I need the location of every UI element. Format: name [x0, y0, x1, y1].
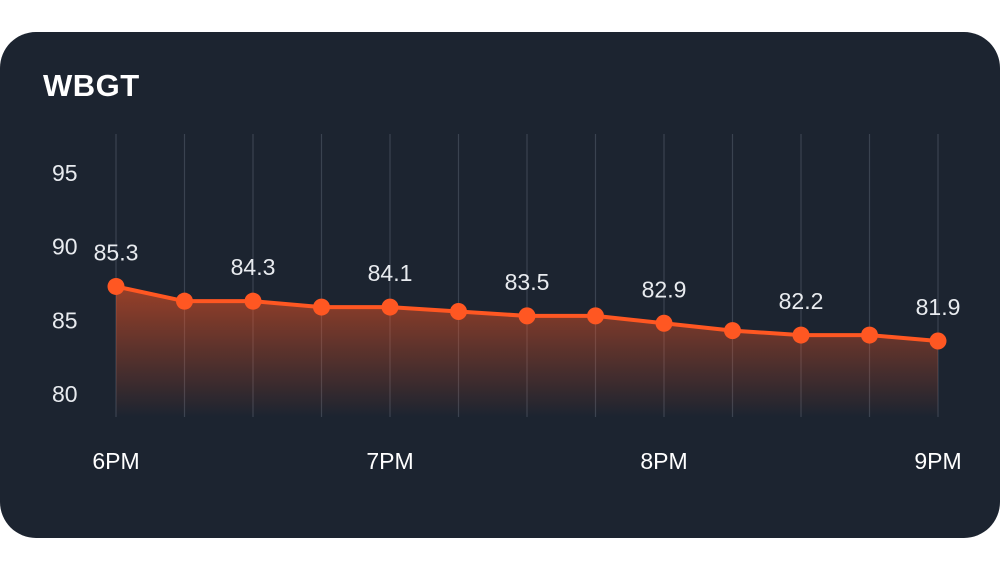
data-point[interactable]: [450, 302, 467, 320]
data-point[interactable]: [792, 326, 810, 344]
data-label: 84.3: [231, 254, 276, 280]
x-tick-label: 7PM: [366, 448, 413, 474]
data-label: 83.5: [505, 269, 550, 295]
data-label: 85.3: [94, 239, 139, 265]
data-point[interactable]: [861, 326, 878, 344]
x-tick-label: 8PM: [640, 448, 687, 474]
data-point[interactable]: [107, 277, 125, 295]
data-point[interactable]: [244, 292, 262, 310]
data-point[interactable]: [929, 332, 947, 350]
data-label: 82.9: [642, 276, 687, 302]
data-point[interactable]: [176, 292, 193, 310]
chart-card: WBGT 95 90 85 80 85.3 84.3 84.1 83.5 82.9 82.2 81…: [0, 32, 1000, 538]
x-tick-label: 9PM: [914, 448, 961, 474]
y-tick-label: 85: [52, 307, 78, 333]
data-label: 82.2: [779, 288, 824, 314]
y-tick-label: 80: [52, 381, 78, 407]
data-point[interactable]: [655, 314, 673, 332]
data-label: 84.1: [368, 260, 413, 286]
x-tick-label: 6PM: [92, 448, 139, 474]
data-point[interactable]: [313, 298, 330, 316]
wbgt-chart: 95 90 85 80 85.3 84.3 84.1 83.5 82.9 82.2 81.9 6P…: [52, 134, 962, 474]
data-label: 81.9: [916, 294, 961, 320]
data-point[interactable]: [381, 298, 399, 316]
series-area: [116, 286, 938, 417]
chart-title: WBGT: [43, 68, 140, 103]
data-point[interactable]: [724, 322, 741, 340]
y-tick-label: 95: [52, 160, 78, 186]
data-point[interactable]: [518, 307, 536, 325]
data-point[interactable]: [587, 307, 604, 325]
y-tick-label: 90: [52, 234, 78, 260]
